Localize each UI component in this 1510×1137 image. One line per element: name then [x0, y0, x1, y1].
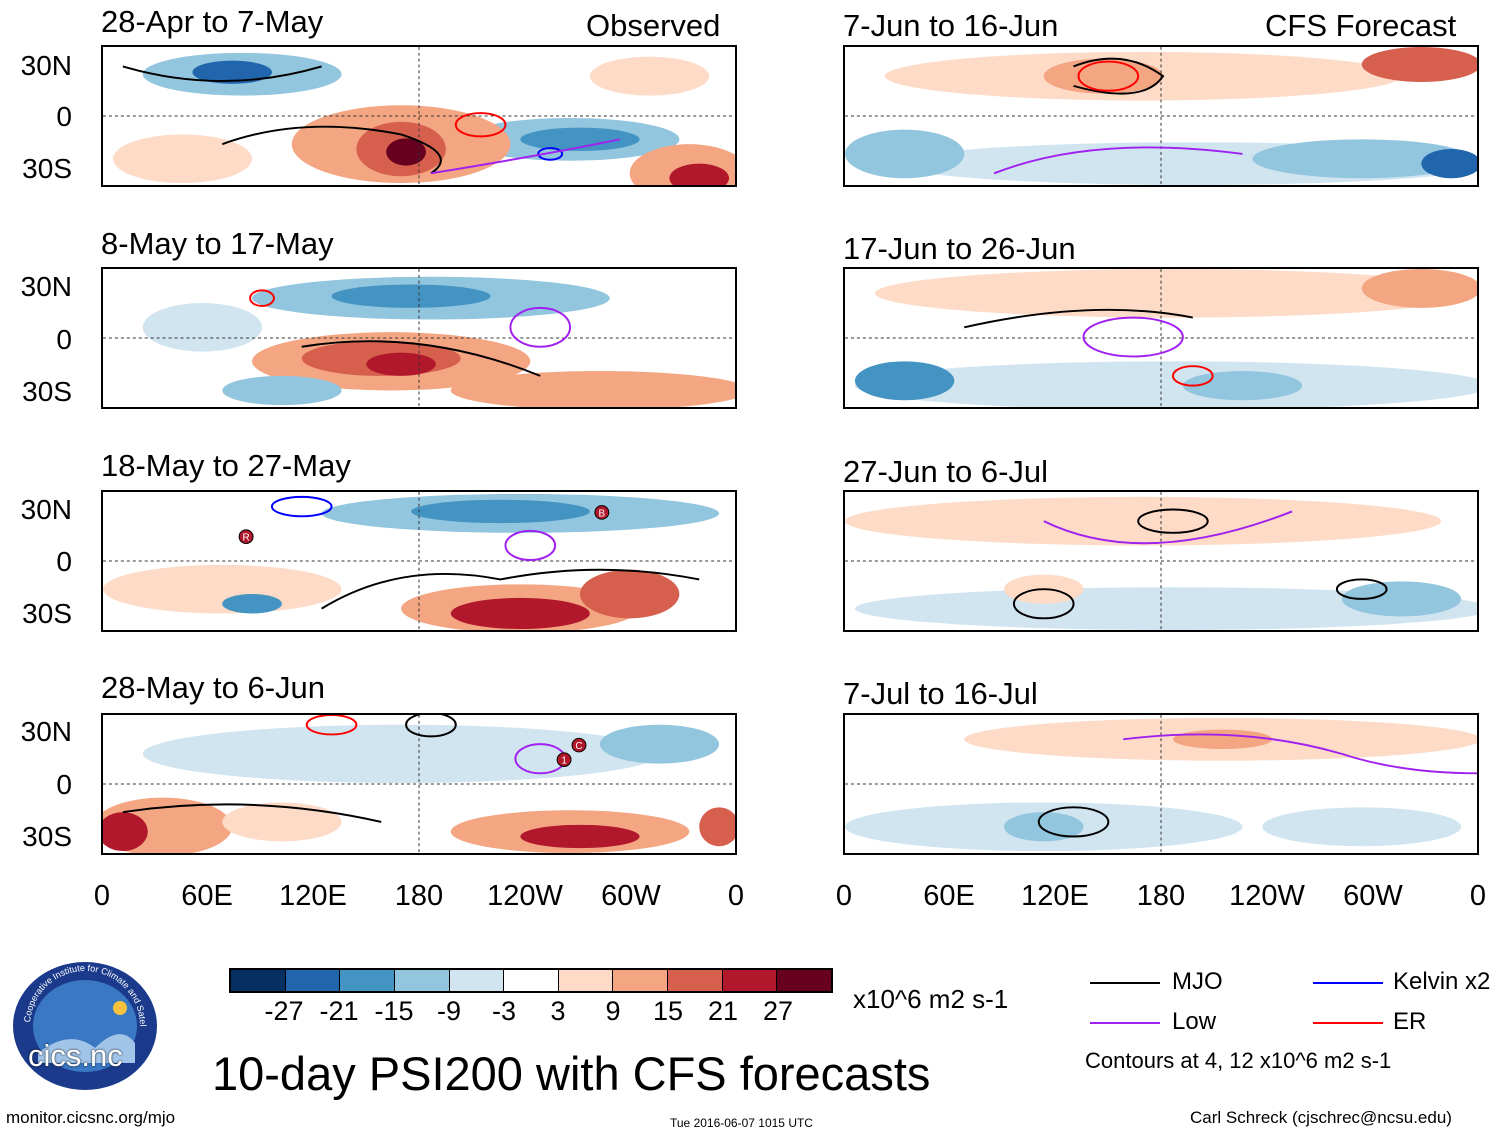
marker-r: R — [243, 533, 250, 544]
cb-tick-27: 27 — [762, 996, 794, 1026]
map-observed-4: 1 C — [101, 713, 737, 855]
units-label: x10^6 m2 s-1 — [853, 984, 1009, 1014]
lat-label-30n-row1: 30N — [20, 50, 72, 81]
colorbar-swatch — [503, 970, 558, 991]
map-forecast-2 — [843, 267, 1479, 409]
lon-label-fc-120w: 120W — [1229, 880, 1305, 912]
map-forecast-1 — [843, 45, 1479, 187]
colorbar-swatch — [339, 970, 394, 991]
lon-label-obs-60e: 60E — [181, 880, 233, 912]
lon-label-obs-0: 0 — [93, 880, 111, 912]
cb-tick-21: 21 — [707, 996, 739, 1026]
observed-label: Observed — [586, 8, 721, 43]
lon-label-obs-120w: 120W — [487, 880, 563, 912]
marker-1: 1 — [561, 756, 567, 767]
forecast-label: CFS Forecast — [1265, 8, 1457, 43]
lat-label-30n-row3: 30N — [20, 494, 72, 525]
map-forecast-4 — [843, 713, 1479, 855]
colorbar — [229, 968, 833, 993]
lon-label-fc-180: 180 — [1136, 880, 1186, 912]
lon-label-fc-60w: 60W — [1343, 880, 1403, 912]
colorbar-swatch — [393, 970, 449, 991]
colorbar-swatch — [776, 970, 832, 991]
map-forecast-3 — [843, 490, 1479, 632]
colorbar-swatch — [231, 970, 285, 991]
lon-label-obs-120e: 120E — [279, 880, 347, 912]
contours-note: Contours at 4, 12 x10^6 m2 s-1 — [1085, 1048, 1392, 1073]
lat-label-30s-row4: 30S — [22, 821, 72, 852]
cb-tick-9: 9 — [605, 996, 621, 1026]
map-observed-1 — [101, 45, 737, 187]
footer-timestamp: Tue 2016-06-07 1015 UTC — [670, 1116, 813, 1130]
cics-logo: Cooperative Institute for Climate and Sa… — [7, 950, 160, 1093]
lat-label-30s-row2: 30S — [22, 376, 72, 407]
legend-label-mjo: MJO — [1172, 968, 1223, 995]
map-observed-3: R B — [101, 490, 737, 632]
lat-label-eq-row2: 0 — [56, 324, 72, 355]
cb-tick-m27: -27 — [264, 996, 304, 1026]
lat-label-30s-row1: 30S — [22, 153, 72, 184]
lon-label-obs-60w: 60W — [601, 880, 661, 912]
colorbar-swatch — [557, 970, 613, 991]
colorbar-swatch — [448, 970, 504, 991]
legend-line-mjo — [1090, 982, 1160, 984]
cb-tick-m9: -9 — [436, 996, 461, 1026]
legend-line-er — [1313, 1022, 1383, 1024]
panel-title-obs-3: 18-May to 27-May — [101, 448, 351, 483]
lat-label-eq-row1: 0 — [56, 101, 72, 132]
cb-tick-15: 15 — [652, 996, 684, 1026]
panel-title-obs-1: 28-Apr to 7-May — [101, 4, 324, 39]
cb-tick-m15: -15 — [374, 996, 414, 1026]
logo-text: cics.nc — [28, 1038, 123, 1073]
legend-label-kelvin: Kelvin x2 — [1393, 968, 1491, 995]
legend-line-kelvin — [1313, 982, 1383, 984]
lat-label-30s-row3: 30S — [22, 598, 72, 629]
panel-title-obs-4: 28-May to 6-Jun — [101, 670, 325, 705]
map-observed-2 — [101, 267, 737, 409]
footer-url[interactable]: monitor.cicsnc.org/mjo — [6, 1108, 176, 1127]
panel-title-fc-4: 7-Jul to 16-Jul — [843, 676, 1038, 711]
lat-label-30n-row2: 30N — [20, 271, 72, 302]
panel-title-fc-2: 17-Jun to 26-Jun — [843, 231, 1076, 266]
cb-tick-m3: -3 — [491, 996, 516, 1026]
lon-label-fc-0-end: 0 — [1469, 880, 1487, 912]
panel-title-fc-1: 7-Jun to 16-Jun — [843, 8, 1059, 43]
colorbar-swatch — [612, 970, 668, 991]
colorbar-swatch — [667, 970, 722, 991]
panel-title-fc-3: 27-Jun to 6-Jul — [843, 454, 1049, 489]
main-title: 10-day PSI200 with CFS forecasts — [212, 1047, 931, 1100]
colorbar-swatch — [284, 970, 340, 991]
lat-label-eq-row3: 0 — [56, 546, 72, 577]
legend-label-er: ER — [1393, 1008, 1427, 1035]
lon-label-fc-120e: 120E — [1021, 880, 1089, 912]
lon-label-obs-0-end: 0 — [727, 880, 745, 912]
legend-label-low: Low — [1172, 1008, 1217, 1035]
panel-title-obs-2: 8-May to 17-May — [101, 226, 334, 261]
marker-c: C — [575, 741, 582, 752]
lat-label-30n-row4: 30N — [20, 716, 72, 747]
cb-tick-3: 3 — [550, 996, 566, 1026]
lon-label-fc-60e: 60E — [923, 880, 975, 912]
cb-tick-m21: -21 — [319, 996, 359, 1026]
lat-label-eq-row4: 0 — [56, 769, 72, 800]
legend-line-low — [1090, 1022, 1160, 1024]
lon-label-obs-180: 180 — [394, 880, 444, 912]
colorbar-swatch — [721, 970, 777, 991]
lon-label-fc-0: 0 — [835, 880, 853, 912]
footer-author: Carl Schreck (cjschrec@ncsu.edu) — [1190, 1108, 1452, 1127]
marker-b: B — [599, 508, 606, 519]
